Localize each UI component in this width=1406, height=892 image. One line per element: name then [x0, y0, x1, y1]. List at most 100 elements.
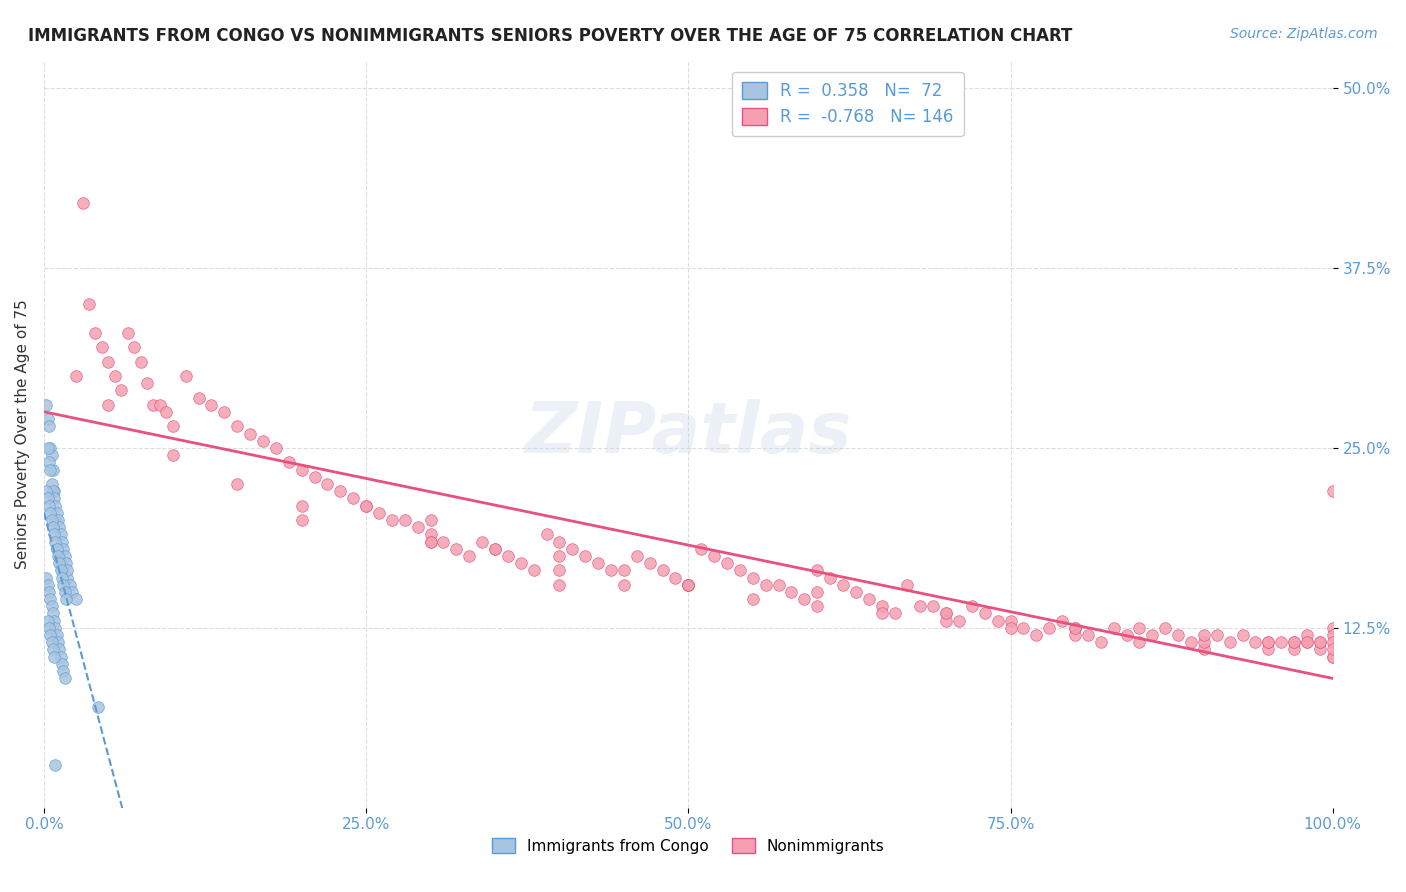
Point [1257, 635, 1279, 649]
Point [845, 585, 868, 599]
Point [381, 513, 404, 527]
Point [1322, 635, 1344, 649]
Point [1000, 614, 1022, 628]
Point [48, 549, 70, 563]
Point [187, 391, 209, 405]
Point [51, 534, 73, 549]
Point [935, 614, 957, 628]
Point [87, 700, 110, 714]
Point [1077, 628, 1099, 642]
Point [77, 297, 100, 311]
Point [46, 635, 69, 649]
Point [1322, 484, 1344, 499]
Point [117, 326, 139, 340]
Point [690, 541, 713, 556]
Point [1025, 628, 1047, 642]
Point [910, 599, 932, 614]
Point [44, 491, 66, 506]
Point [728, 563, 751, 577]
Text: Source: ZipAtlas.com: Source: ZipAtlas.com [1230, 27, 1378, 41]
Point [42, 520, 65, 534]
Point [1000, 621, 1022, 635]
Point [1322, 628, 1344, 642]
Point [37, 412, 59, 426]
Point [44, 614, 66, 628]
Legend: R =  0.358   N=  72, R =  -0.768   N= 146: R = 0.358 N= 72, R = -0.768 N= 146 [733, 71, 963, 136]
Point [406, 520, 429, 534]
Point [329, 484, 352, 499]
Point [239, 426, 262, 441]
Point [49, 527, 72, 541]
Point [548, 577, 571, 591]
Point [42, 607, 65, 621]
Point [44, 534, 66, 549]
Point [832, 577, 855, 591]
Point [574, 549, 596, 563]
Point [1180, 635, 1202, 649]
Point [651, 563, 673, 577]
Point [46, 549, 69, 563]
Point [1257, 635, 1279, 649]
Point [1309, 635, 1331, 649]
Point [973, 607, 995, 621]
Point [60, 585, 83, 599]
Point [1192, 642, 1215, 657]
Point [1102, 621, 1125, 635]
Point [586, 556, 609, 570]
Point [226, 477, 249, 491]
Point [1192, 628, 1215, 642]
Point [291, 513, 314, 527]
Point [741, 592, 763, 607]
Point [41, 599, 63, 614]
Point [52, 541, 75, 556]
Point [142, 398, 165, 412]
Point [536, 527, 558, 541]
Point [39, 506, 62, 520]
Point [419, 534, 441, 549]
Point [1154, 621, 1177, 635]
Point [1322, 621, 1344, 635]
Point [162, 448, 184, 462]
Point [419, 527, 441, 541]
Point [304, 470, 326, 484]
Point [548, 534, 571, 549]
Point [44, 513, 66, 527]
Point [1322, 649, 1344, 664]
Point [1309, 635, 1331, 649]
Point [52, 664, 75, 678]
Point [509, 556, 531, 570]
Point [136, 376, 159, 391]
Point [806, 599, 828, 614]
Point [39, 441, 62, 455]
Point [84, 326, 107, 340]
Point [56, 563, 79, 577]
Point [1296, 635, 1319, 649]
Point [922, 599, 945, 614]
Point [38, 585, 60, 599]
Point [264, 441, 287, 455]
Point [703, 549, 725, 563]
Point [35, 398, 58, 412]
Point [45, 628, 67, 642]
Point [56, 570, 79, 584]
Point [716, 556, 738, 570]
Point [741, 570, 763, 584]
Text: IMMIGRANTS FROM CONGO VS NONIMMIGRANTS SENIORS POVERTY OVER THE AGE OF 75 CORREL: IMMIGRANTS FROM CONGO VS NONIMMIGRANTS S… [28, 27, 1073, 45]
Point [935, 607, 957, 621]
Point [41, 513, 63, 527]
Point [45, 506, 67, 520]
Point [52, 563, 75, 577]
Point [129, 355, 152, 369]
Point [149, 398, 172, 412]
Point [49, 649, 72, 664]
Point [1205, 628, 1227, 642]
Point [1012, 621, 1035, 635]
Point [110, 384, 132, 398]
Point [1090, 635, 1112, 649]
Point [806, 563, 828, 577]
Point [1192, 635, 1215, 649]
Point [780, 585, 803, 599]
Point [48, 556, 70, 570]
Point [1282, 642, 1305, 657]
Point [51, 570, 73, 584]
